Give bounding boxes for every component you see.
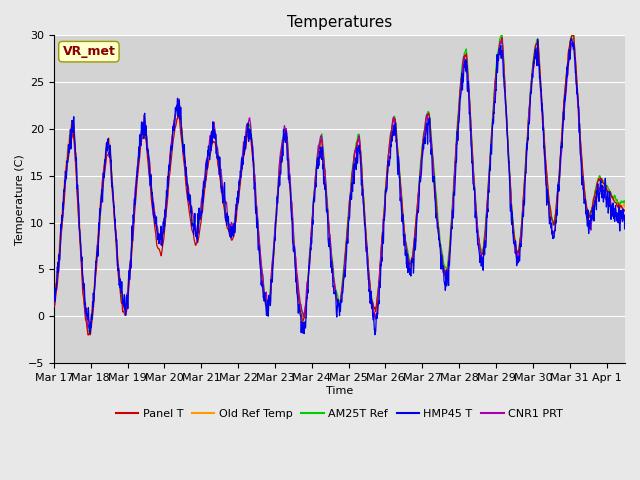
AM25T Ref <box>568 34 575 39</box>
HMP45 T <box>371 332 379 337</box>
Line: HMP45 T: HMP45 T <box>54 38 625 335</box>
Panel T <box>569 28 577 34</box>
HMP45 T <box>50 286 58 291</box>
HMP45 T <box>568 36 575 42</box>
AM25T Ref <box>85 329 93 335</box>
CNR1 PRT <box>50 301 58 307</box>
Title: Temperatures: Temperatures <box>287 15 392 30</box>
CNR1 PRT <box>621 212 629 217</box>
Old Ref Temp <box>428 140 435 145</box>
Panel T <box>428 140 435 145</box>
AM25T Ref <box>621 198 629 204</box>
Line: Old Ref Temp: Old Ref Temp <box>54 35 625 322</box>
AM25T Ref <box>428 133 435 139</box>
Panel T <box>177 131 185 137</box>
Legend: Panel T, Old Ref Temp, AM25T Ref, HMP45 T, CNR1 PRT: Panel T, Old Ref Temp, AM25T Ref, HMP45 … <box>111 404 567 423</box>
Line: AM25T Ref: AM25T Ref <box>54 34 625 332</box>
Panel T <box>605 190 613 195</box>
CNR1 PRT <box>420 144 428 150</box>
Old Ref Temp <box>570 32 577 37</box>
CNR1 PRT <box>177 117 185 122</box>
AM25T Ref <box>420 132 428 138</box>
CNR1 PRT <box>498 37 506 43</box>
Panel T <box>50 304 58 310</box>
Old Ref Temp <box>50 290 58 296</box>
Panel T <box>420 134 428 140</box>
HMP45 T <box>428 150 435 156</box>
Old Ref Temp <box>621 204 629 210</box>
HMP45 T <box>228 231 236 237</box>
Panel T <box>621 208 629 214</box>
HMP45 T <box>605 201 613 206</box>
CNR1 PRT <box>84 324 92 330</box>
Text: VR_met: VR_met <box>63 45 115 58</box>
Line: Panel T: Panel T <box>54 31 625 335</box>
CNR1 PRT <box>568 41 575 47</box>
AM25T Ref <box>50 298 58 304</box>
HMP45 T <box>420 144 428 150</box>
AM25T Ref <box>570 31 577 37</box>
AM25T Ref <box>177 119 185 125</box>
HMP45 T <box>177 104 184 110</box>
HMP45 T <box>621 216 629 222</box>
Line: CNR1 PRT: CNR1 PRT <box>54 40 625 327</box>
X-axis label: Time: Time <box>326 385 353 396</box>
Old Ref Temp <box>568 35 575 41</box>
AM25T Ref <box>605 187 613 192</box>
Panel T <box>568 33 575 39</box>
CNR1 PRT <box>605 198 613 204</box>
CNR1 PRT <box>228 222 236 228</box>
AM25T Ref <box>228 225 236 230</box>
Panel T <box>84 332 92 338</box>
Panel T <box>228 237 236 242</box>
Old Ref Temp <box>228 228 236 233</box>
Old Ref Temp <box>85 319 93 324</box>
Old Ref Temp <box>605 187 613 192</box>
HMP45 T <box>568 36 575 41</box>
Old Ref Temp <box>177 119 185 124</box>
Y-axis label: Temperature (C): Temperature (C) <box>15 154 25 244</box>
Old Ref Temp <box>420 141 428 146</box>
CNR1 PRT <box>428 137 435 143</box>
